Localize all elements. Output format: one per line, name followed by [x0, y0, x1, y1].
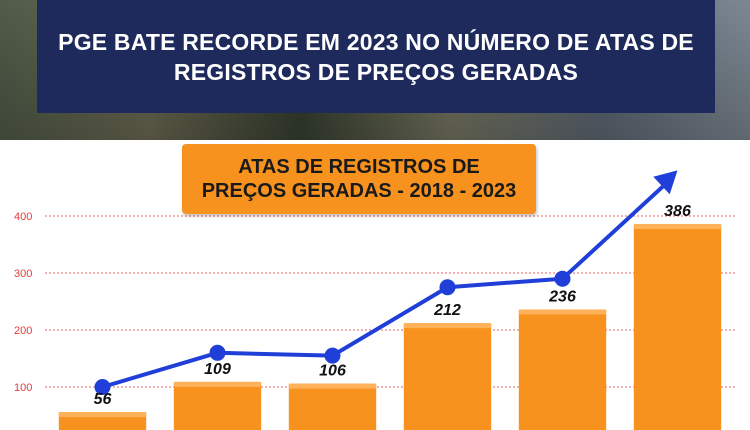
data-label: 212: [433, 302, 461, 319]
bar-highlight: [173, 381, 262, 387]
chart: 100 200 300 400 56 109 106 212 236 386: [14, 170, 735, 430]
chart-title-box: ATAS DE REGISTROS DE PREÇOS GERADAS - 20…: [182, 144, 536, 214]
bar: [173, 381, 262, 430]
bar: [518, 309, 607, 430]
bar-highlight: [403, 323, 492, 329]
trend-point: [554, 270, 571, 287]
data-label: 56: [94, 391, 112, 408]
data-label: 386: [664, 203, 691, 220]
data-label: 236: [548, 288, 576, 305]
bar-highlight: [288, 383, 377, 389]
headline-banner: PGE BATE RECORDE EM 2023 NO NÚMERO DE AT…: [37, 0, 715, 113]
data-label: 109: [204, 361, 231, 378]
headline-text: PGE BATE RECORDE EM 2023 NO NÚMERO DE AT…: [58, 28, 694, 85]
bar-highlight: [518, 309, 607, 315]
y-tick-label: 400: [14, 211, 32, 223]
data-label: 106: [319, 363, 346, 380]
y-tick-label: 300: [14, 268, 32, 280]
y-tick-label: 200: [14, 325, 32, 337]
trend-line-layer: [94, 170, 678, 395]
bar-highlight: [58, 412, 147, 418]
trend-arrowhead: [653, 170, 678, 195]
trend-point: [94, 379, 111, 395]
trend-point: [439, 279, 456, 296]
chart-title: ATAS DE REGISTROS DE PREÇOS GERADAS - 20…: [201, 156, 517, 202]
bar: [288, 383, 377, 430]
bar: [403, 323, 492, 430]
trend-line: [101, 178, 671, 389]
trend-point: [209, 344, 226, 361]
y-tick-label: 100: [14, 382, 32, 394]
label-layer: 56 109 106 212 236 386: [94, 203, 691, 408]
grid-layer: 100 200 300 400: [14, 211, 735, 394]
bar-highlight: [633, 223, 722, 229]
bar-layer: [58, 223, 722, 430]
bar: [633, 223, 722, 430]
trend-point: [324, 347, 341, 364]
